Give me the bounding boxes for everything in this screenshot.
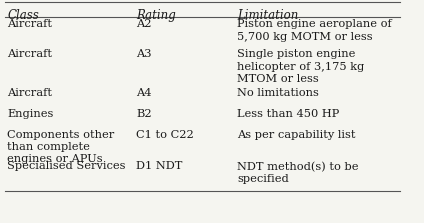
Text: Components other
than complete
engines or APUs: Components other than complete engines o… xyxy=(8,130,114,164)
Text: Limitation: Limitation xyxy=(237,9,298,22)
Text: Aircraft: Aircraft xyxy=(8,19,53,29)
Text: As per capability list: As per capability list xyxy=(237,130,356,140)
Text: D1 NDT: D1 NDT xyxy=(137,161,183,171)
Text: C1 to C22: C1 to C22 xyxy=(137,130,194,140)
Text: Single piston engine
helicopter of 3,175 kg
MTOM or less: Single piston engine helicopter of 3,175… xyxy=(237,49,364,84)
Text: Class: Class xyxy=(8,9,39,22)
Text: Aircraft: Aircraft xyxy=(8,49,53,59)
Text: Aircraft: Aircraft xyxy=(8,88,53,98)
Text: NDT method(s) to be
specified: NDT method(s) to be specified xyxy=(237,161,359,184)
Text: A2: A2 xyxy=(137,19,152,29)
Text: Less than 450 HP: Less than 450 HP xyxy=(237,109,339,119)
Text: A3: A3 xyxy=(137,49,152,59)
Text: No limitations: No limitations xyxy=(237,88,319,98)
Text: B2: B2 xyxy=(137,109,152,119)
Text: Engines: Engines xyxy=(8,109,54,119)
Text: A4: A4 xyxy=(137,88,152,98)
Text: Rating: Rating xyxy=(137,9,176,22)
Text: Piston engine aeroplane of
5,700 kg MOTM or less: Piston engine aeroplane of 5,700 kg MOTM… xyxy=(237,19,392,42)
Text: Specialised Services: Specialised Services xyxy=(8,161,126,171)
